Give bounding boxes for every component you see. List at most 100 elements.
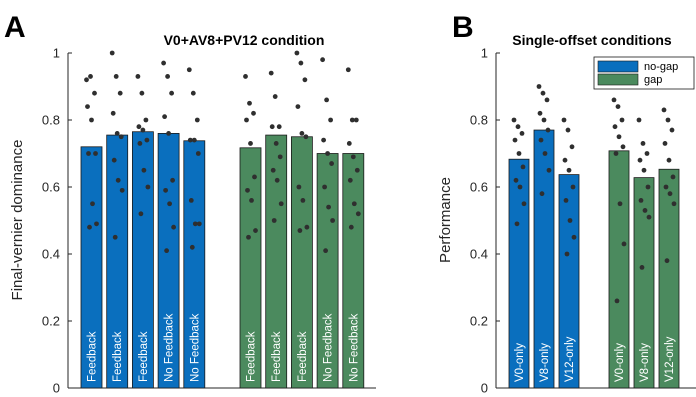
bar-label: Feedback [87, 331, 99, 382]
data-point [320, 57, 325, 63]
data-point [351, 201, 357, 207]
bar-label: V8-only [539, 343, 551, 382]
data-point [615, 104, 621, 109]
data-point [115, 177, 121, 183]
y-tick-label: 0 [481, 381, 488, 396]
data-point [93, 151, 98, 156]
data-point [329, 161, 334, 166]
data-point [141, 167, 147, 173]
data-point [252, 174, 257, 180]
data-point [136, 124, 142, 130]
y-tick-label: 0.6 [42, 180, 60, 195]
data-point [636, 117, 642, 123]
data-point [138, 211, 144, 217]
data-point [298, 60, 304, 66]
data-point [561, 117, 567, 123]
data-point [89, 117, 94, 123]
data-point [161, 60, 167, 66]
data-point [667, 191, 673, 197]
data-point [324, 97, 329, 103]
legend-swatch [597, 60, 639, 73]
data-point [278, 201, 284, 207]
data-point [162, 114, 168, 120]
data-point [637, 157, 643, 163]
data-point [541, 117, 547, 123]
data-point [169, 90, 175, 96]
data-point [354, 167, 360, 173]
data-point [540, 90, 546, 96]
data-point [544, 97, 550, 103]
data-point [611, 97, 617, 103]
data-point [536, 84, 542, 89]
data-point [88, 74, 93, 79]
bar-label: V0-only [514, 343, 526, 382]
data-point [619, 117, 625, 123]
y-tick-label: 0.2 [42, 314, 60, 329]
data-point [92, 90, 97, 96]
data-point [303, 134, 309, 140]
panel-b-plot: 0 0.2 0.4 0.6 0.8 1 V0-only V8-only V12-only V0-o… [470, 46, 696, 396]
data-point [271, 218, 277, 223]
bar-label: Feedback [297, 331, 309, 382]
data-point [345, 67, 351, 73]
bar-label: No Feedback [164, 313, 176, 382]
data-point [276, 124, 282, 130]
data-point [644, 151, 650, 156]
data-point [521, 201, 527, 207]
y-tick-label: 0.4 [470, 247, 488, 262]
data-point [145, 184, 151, 190]
data-point [640, 141, 646, 146]
data-point [272, 94, 278, 99]
data-point [639, 265, 645, 270]
data-point [85, 104, 90, 109]
data-point [304, 224, 310, 230]
data-point [188, 198, 194, 203]
data-point [330, 218, 335, 223]
bar [608, 150, 630, 389]
data-point [620, 144, 626, 150]
bar-label: No Feedback [323, 313, 335, 382]
data-point [94, 221, 99, 227]
data-point [170, 177, 176, 183]
data-point [191, 137, 197, 143]
data-point [274, 177, 280, 183]
data-point [246, 234, 251, 240]
data-point [328, 117, 333, 123]
data-point [268, 70, 274, 76]
data-point [515, 124, 521, 130]
panel-b-letter: B [452, 11, 474, 44]
data-point [110, 110, 116, 116]
bar-label: Feedback [138, 331, 150, 382]
data-point [323, 248, 328, 254]
data-point [117, 90, 123, 96]
panel-b-title: Single-offset conditions [512, 32, 672, 48]
data-point [326, 204, 331, 210]
data-point [516, 151, 522, 156]
data-point [273, 141, 279, 146]
legend-swatch [597, 73, 639, 86]
data-point [513, 177, 519, 183]
data-point [302, 77, 308, 83]
bar [508, 158, 530, 389]
data-point [519, 131, 525, 136]
data-point [244, 117, 249, 123]
data-point [171, 224, 177, 230]
y-tick-label: 0.2 [470, 314, 488, 329]
panel-a-ylabel: Final-vernier dominance [9, 140, 26, 301]
bar [658, 168, 680, 389]
data-point [196, 221, 202, 227]
data-point [355, 211, 361, 217]
data-point [143, 117, 149, 123]
bar [80, 146, 103, 389]
data-point [294, 50, 300, 56]
data-point [348, 224, 354, 230]
data-point [349, 117, 355, 123]
bar-label: No Feedback [348, 313, 360, 382]
data-point [299, 131, 305, 136]
data-point [186, 67, 192, 73]
data-point [187, 137, 193, 143]
data-point [662, 141, 668, 146]
data-point [113, 74, 119, 79]
data-point [163, 187, 169, 193]
